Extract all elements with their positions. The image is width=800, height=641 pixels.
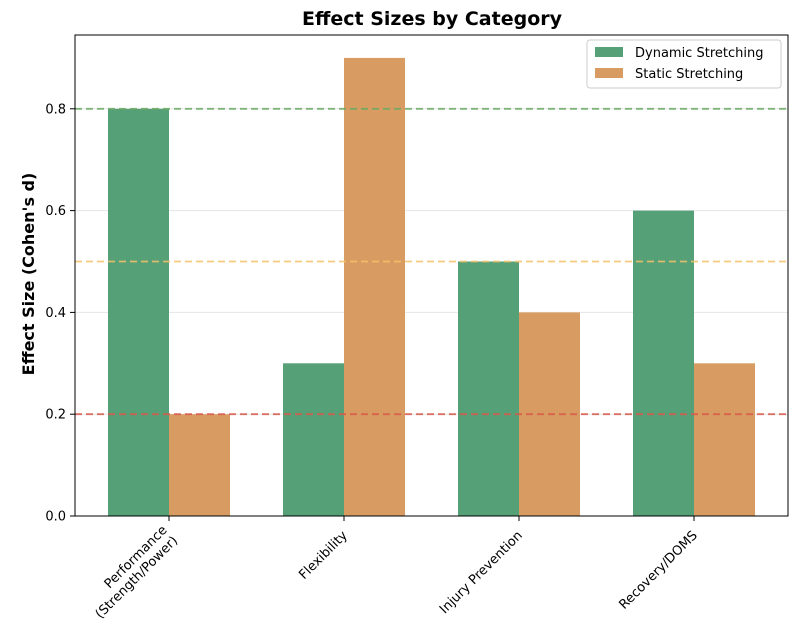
bar-static-0: [169, 414, 230, 516]
bar-dynamic-0: [108, 108, 169, 516]
x-tick-label: Performance(Strength/Power): [82, 523, 181, 622]
y-tick-label: 0.6: [45, 204, 66, 219]
reference-lines: [75, 107, 788, 416]
bar-dynamic-3: [633, 210, 694, 516]
legend-swatch-1: [595, 68, 623, 78]
x-tick-label: Injury Prevention: [437, 528, 526, 617]
x-tick-label-line: Recovery/DOMS: [616, 528, 700, 612]
y-tick-label: 0.2: [45, 408, 66, 423]
y-tick-label: 0.0: [45, 510, 66, 525]
legend: Dynamic Stretching Static Stretching: [586, 39, 782, 89]
bar-dynamic-1: [283, 363, 344, 516]
x-tick-label-line: Injury Prevention: [437, 528, 526, 617]
legend-swatch-0: [595, 47, 623, 57]
legend-box: [586, 39, 782, 89]
plot-frame: [74, 34, 789, 517]
bar-dynamic-2: [458, 261, 519, 516]
bars: [108, 57, 755, 517]
x-tick-label: Recovery/DOMS: [616, 528, 700, 612]
x-tick-label: Flexibility: [296, 528, 351, 583]
y-tick-label: 0.8: [45, 102, 66, 117]
bar-static-3: [694, 363, 755, 516]
chart-title: Effect Sizes by Category: [302, 8, 563, 30]
x-tick-label-line: Flexibility: [296, 528, 351, 583]
legend-label-1: Static Stretching: [635, 67, 743, 82]
legend-label-0: Dynamic Stretching: [635, 46, 763, 61]
y-tick-label: 0.4: [45, 306, 66, 321]
bar-static-1: [344, 57, 405, 517]
y-axis-label: Effect Size (Cohen's d): [19, 173, 38, 376]
